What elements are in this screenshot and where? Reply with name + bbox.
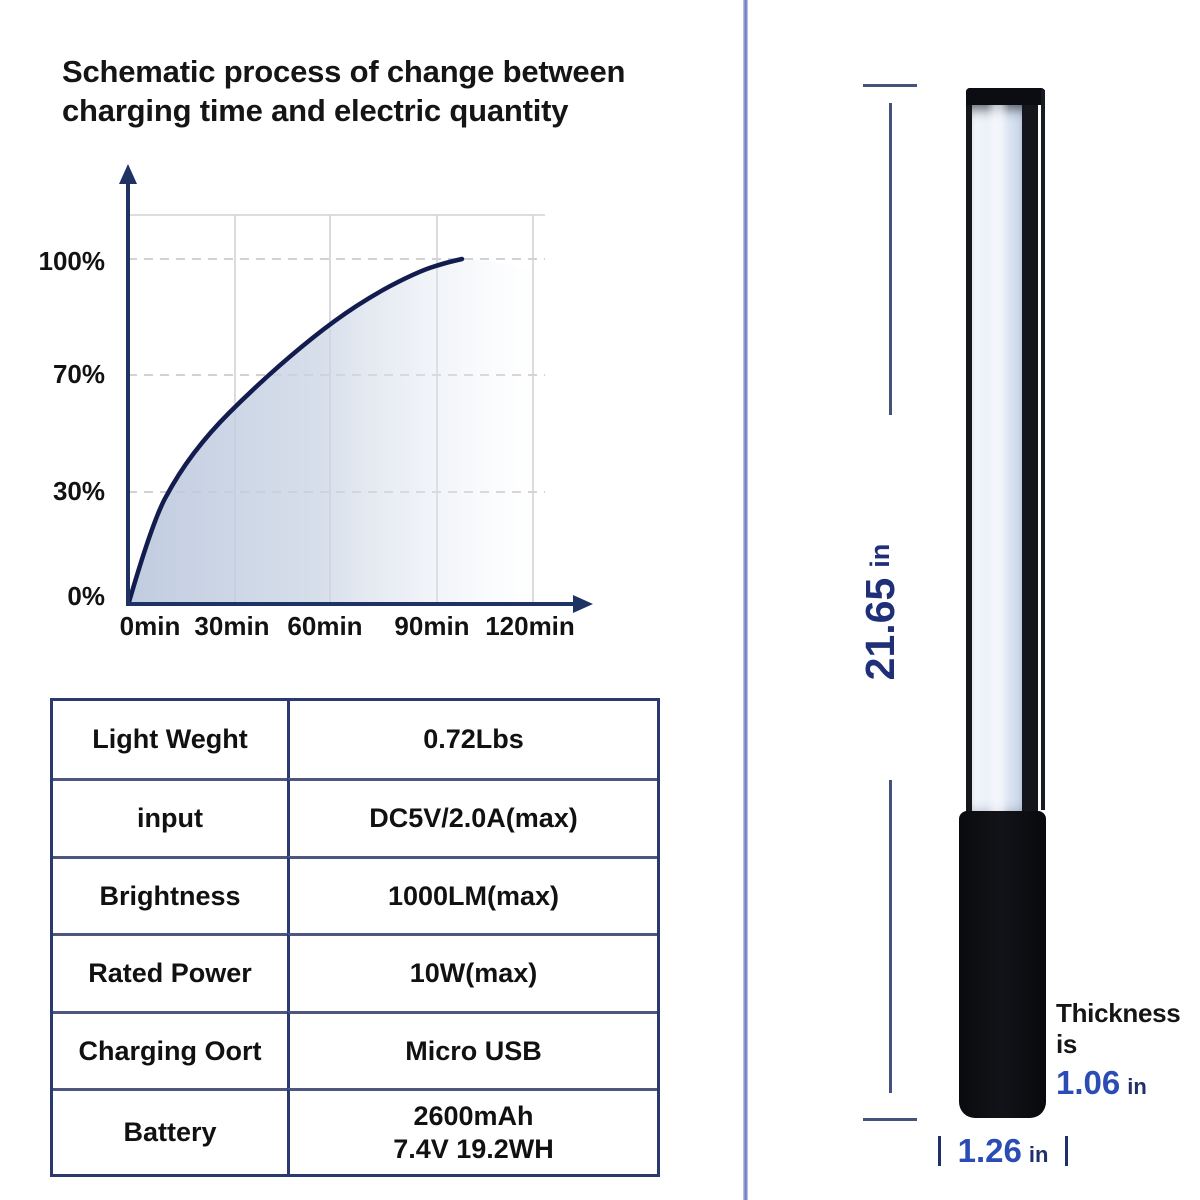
thickness-prefix: Thickness is (1056, 998, 1181, 1059)
charging-curve (126, 256, 465, 605)
chart-title: Schematic process of change between char… (62, 52, 625, 130)
light-stick-side-edge (1041, 90, 1045, 810)
spec-label-cell: Battery (53, 1088, 287, 1174)
height-dim-bottom-tick (863, 1118, 917, 1121)
thickness-unit: in (1127, 1074, 1147, 1099)
spec-table: Light Weght 0.72Lbs input DC5V/2.0A(max)… (50, 698, 660, 1177)
width-value: 1.26 (957, 1132, 1022, 1169)
height-dim-line-lower (889, 780, 892, 1093)
chart-title-line1: Schematic process of change between (62, 54, 626, 89)
spec-label-cell: Light Weght (92, 724, 248, 755)
spec-value-cell: Micro USB (287, 1011, 657, 1088)
chart-axis-labels: 0min 30min 60min 90min 120min 100% 70% 30% 0% (0, 0, 760, 680)
width-dim-left-bar (938, 1136, 941, 1166)
x-tick-label: 120min (485, 611, 575, 641)
spec-value-cell: 2600mAh 7.4V 19.2WH (287, 1088, 657, 1174)
spec-label-cell: Rated Power (53, 933, 287, 1011)
light-stick-handle (959, 811, 1046, 1118)
x-axis-arrow (573, 595, 593, 613)
spec-label-cell: Charging Oort (53, 1011, 287, 1088)
x-tick-label: 60min (287, 611, 363, 641)
panel-divider-line (743, 0, 748, 1200)
x-tick-label: 30min (194, 611, 270, 641)
x-tick-label: 0min (119, 611, 181, 641)
light-stick-body (966, 88, 1038, 812)
width-dim-right-bar (1064, 1136, 1068, 1166)
y-tick-label: 0% (67, 581, 105, 611)
thickness-value: 1.06 (1056, 1064, 1121, 1101)
height-dim-top-tick (863, 84, 917, 87)
x-tick-label: 90min (394, 611, 470, 641)
light-stick-top-cap (966, 88, 1045, 105)
y-axis-arrow (119, 164, 137, 184)
width-dimension-label: 1.26 in (938, 1132, 1068, 1170)
thickness-dimension-label: Thickness is 1.06 in (1056, 998, 1200, 1102)
width-unit: in (1028, 1142, 1049, 1167)
spec-label-cell: Brightness (53, 856, 287, 933)
spec-value-cell: 0.72Lbs (287, 701, 657, 778)
spec-value-cell: 1000LM(max) (287, 856, 657, 933)
height-unit: in (864, 543, 895, 568)
led-glow-highlight (972, 102, 1022, 812)
spec-label-cell: input (53, 778, 287, 856)
spec-value-cell: DC5V/2.0A(max) (287, 778, 657, 856)
led-panel (972, 102, 1022, 812)
y-tick-label: 70% (52, 359, 105, 389)
charging-curve-chart (119, 164, 593, 613)
y-tick-label: 100% (38, 246, 106, 276)
curve-area-fill (129, 259, 545, 604)
height-value: 21.65 (856, 577, 903, 681)
height-dim-line-upper (889, 103, 892, 415)
chart-title-line2: charging time and electric quantity (62, 93, 569, 128)
spec-value-cell: 10W(max) (287, 933, 657, 1011)
y-tick-label: 30% (52, 476, 105, 506)
height-dimension-label: 21.65 in (856, 462, 903, 762)
